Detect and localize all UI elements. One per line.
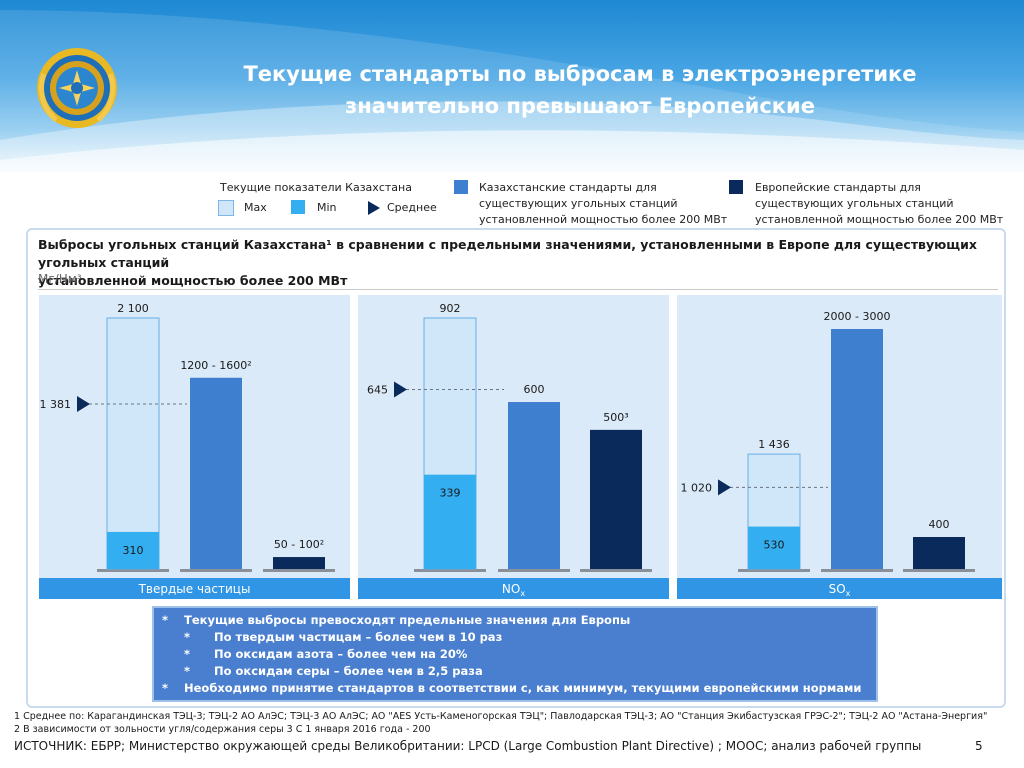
slide-title-line1: Текущие стандарты по выбросам в электроэ… xyxy=(243,62,917,86)
bullet-text: По оксидам серы – более чем в 2,5 раза xyxy=(214,664,483,678)
current-min-value: 339 xyxy=(440,487,461,500)
unit-label: Мг/Нм³ xyxy=(38,272,82,286)
footnote-2: 2 В зависимости от зольности угля/содерж… xyxy=(14,724,431,735)
average-marker-icon xyxy=(394,381,407,398)
average-marker-icon xyxy=(718,479,731,496)
legend-eu-label: Европейские стандарты для существующих у… xyxy=(755,180,1003,228)
slide-title: Текущие стандарты по выбросам в электроэ… xyxy=(150,58,1010,122)
legend-kz-swatch xyxy=(454,180,468,194)
current-avg-value: 1 381 xyxy=(40,398,72,411)
footnote-1: 1 Среднее по: Карагандинская ТЭЦ-3; ТЭЦ-… xyxy=(14,711,988,722)
bullet-text: Текущие выбросы превосходят предельные з… xyxy=(184,613,631,627)
kz-standard-value: 600 xyxy=(524,383,545,396)
bar-baseline xyxy=(498,569,570,572)
eu-standard-bar xyxy=(590,429,642,569)
legend-current-title: Текущие показатели Казахстана xyxy=(220,181,412,194)
panel-title-line2: установленной мощностью более 200 МВт xyxy=(38,273,348,288)
bar-baseline xyxy=(414,569,486,572)
legend-eu-line1: Европейские стандарты для xyxy=(755,181,921,194)
panel-title: Выбросы угольных станций Казахстана¹ в с… xyxy=(38,236,998,290)
legend-max-swatch xyxy=(218,200,234,216)
average-marker-icon xyxy=(77,395,90,412)
bullet-text: По твердым частицам – более чем в 10 раз xyxy=(214,630,503,644)
page-number: 5 xyxy=(975,739,983,753)
chart-category-label: Твердые частицы xyxy=(138,582,251,596)
bar-baseline xyxy=(97,569,169,572)
eu-standard-value: 50 - 100² xyxy=(274,538,324,551)
chart-category-label: SOx xyxy=(829,582,851,598)
kz-standard-bar xyxy=(508,402,560,569)
chart-group-label-bar xyxy=(358,578,669,599)
bar-baseline xyxy=(821,569,893,572)
legend-avg-triangle-icon xyxy=(368,201,380,215)
bar-baseline xyxy=(738,569,810,572)
current-avg-value: 645 xyxy=(367,384,388,397)
bullet-marker: * xyxy=(162,613,169,627)
bar-baseline xyxy=(263,569,335,572)
current-min-value: 530 xyxy=(764,539,785,552)
kz-standard-bar xyxy=(831,329,883,569)
current-max-bar xyxy=(106,317,160,570)
bullet-marker: * xyxy=(184,630,191,644)
state-emblem-icon xyxy=(37,48,117,128)
bullet-marker: * xyxy=(184,664,191,678)
legend-kz-line2: существующих угольных станций xyxy=(479,197,678,210)
current-max-value: 902 xyxy=(440,302,461,315)
source-line: ИСТОЧНИК: ЕБРР; Министерство окружающей … xyxy=(14,739,922,753)
legend-min-swatch xyxy=(291,200,305,214)
bullet-text: По оксидам азота – более чем на 20% xyxy=(214,647,468,661)
chart-group-label-bar xyxy=(677,578,1002,599)
legend-kz-line3: установленной мощностью более 200 МВт xyxy=(479,213,728,226)
eu-standard-value: 500³ xyxy=(603,411,628,424)
header-banner: Текущие стандарты по выбросам в электроэ… xyxy=(0,0,1024,172)
current-avg-value: 1 020 xyxy=(681,481,713,494)
legend-kz-line1: Казахстанские стандарты для xyxy=(479,181,657,194)
chart-group-label-bar xyxy=(39,578,350,599)
eu-standard-value: 400 xyxy=(929,518,950,531)
kz-standard-bar xyxy=(190,377,242,569)
slide-title-line2: значительно превышают Европейские xyxy=(345,94,815,118)
legend-kz-label: Казахстанские стандарты для существующих… xyxy=(479,180,727,228)
header-waves xyxy=(0,10,1024,172)
bar-baseline xyxy=(180,569,252,572)
legend-max-label: Max xyxy=(244,201,267,214)
bullet-marker: * xyxy=(184,647,191,661)
legend-eu-swatch xyxy=(729,180,743,194)
kz-standard-value: 2000 - 3000 xyxy=(824,310,891,323)
current-min-bar xyxy=(107,531,159,569)
conclusions-box: * Текущие выбросы превосходят предельные… xyxy=(152,606,878,702)
current-min-bar xyxy=(748,526,800,569)
eu-standard-bar xyxy=(913,537,965,569)
current-min-bar xyxy=(424,474,476,569)
panel-title-line1: Выбросы угольных станций Казахстана¹ в с… xyxy=(38,237,977,270)
chart-category-label: NOx xyxy=(502,582,525,598)
current-min-value: 310 xyxy=(123,544,144,557)
bullet-text: Необходимо принятие стандартов в соответ… xyxy=(184,681,862,695)
bullet-marker: * xyxy=(162,681,169,695)
legend-eu-line2: существующих угольных станций xyxy=(755,197,954,210)
current-max-value: 2 100 xyxy=(117,302,149,315)
eu-standard-bar xyxy=(273,557,325,569)
legend-eu-line3: установленной мощностью более 200 МВт xyxy=(755,213,1004,226)
unit-divider xyxy=(38,289,998,290)
legend-min-label: Min xyxy=(317,201,337,214)
current-max-value: 1 436 xyxy=(758,438,790,451)
kz-standard-value: 1200 - 1600² xyxy=(180,359,251,372)
legend-avg-label: Среднее xyxy=(387,201,437,214)
bar-baseline xyxy=(580,569,652,572)
bar-baseline xyxy=(903,569,975,572)
